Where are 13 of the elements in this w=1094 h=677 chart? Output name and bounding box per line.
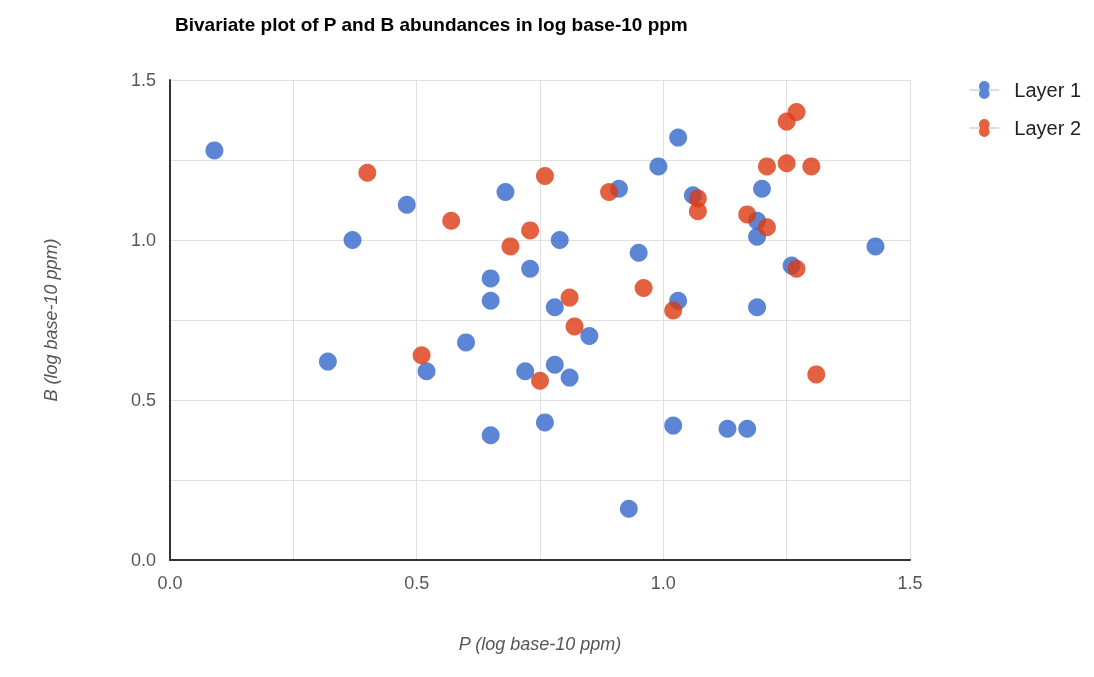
y-tick-label: 1.5 — [130, 70, 156, 90]
y-tick-label: 0.0 — [130, 550, 156, 570]
y-tick-label: 0.5 — [130, 390, 156, 410]
x-tick-label: 0.0 — [157, 573, 183, 593]
y-tick-label: 1.0 — [130, 230, 156, 250]
x-axis-title: P (log base-10 ppm) — [458, 634, 622, 654]
y-axis-title: B (log base-10 ppm) — [41, 238, 61, 402]
x-tick-label: 0.5 — [404, 573, 430, 593]
legend-label: Layer 2 — [1014, 117, 1082, 139]
x-tick-label: 1.0 — [650, 573, 676, 593]
x-tick-label: 1.5 — [897, 573, 923, 593]
legend-label: Layer 1 — [1014, 79, 1082, 101]
chart-title: Bivariate plot of P and B abundances in log base-10 ppm — [175, 14, 688, 35]
